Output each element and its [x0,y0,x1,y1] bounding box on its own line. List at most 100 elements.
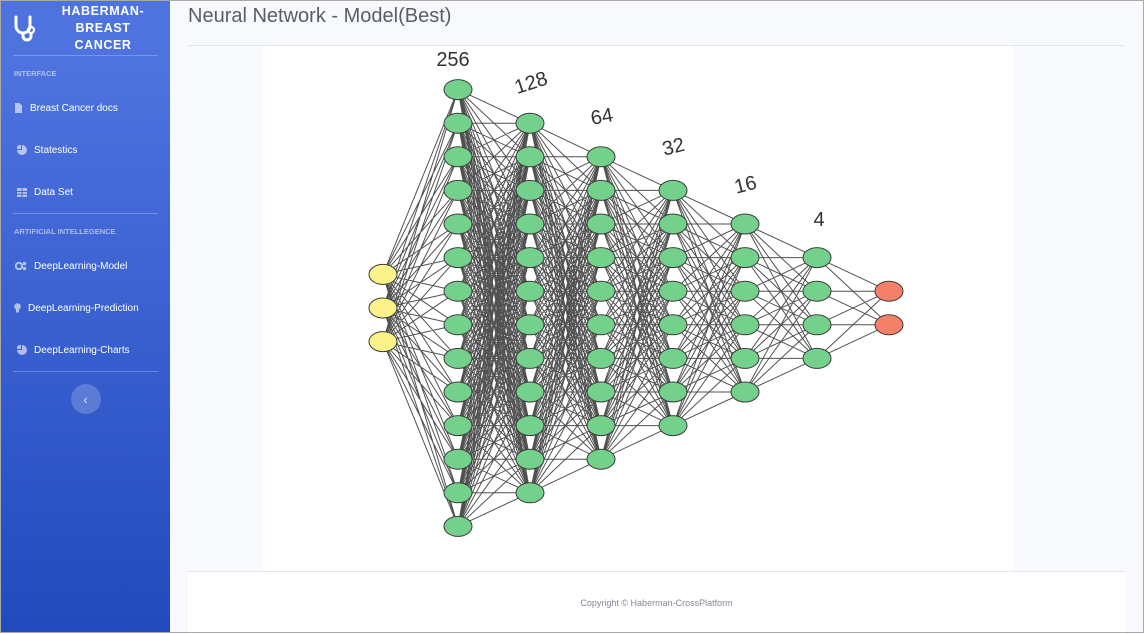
neuron-node [515,381,545,403]
edges-group [382,89,890,527]
footer: Copyright © Haberman-CrossPlatform [188,571,1125,634]
chevron-left-icon: ‹ [83,391,88,407]
page-title: Neural Network - Model(Best) [188,5,452,27]
sidebar-item-label: Data Set [34,186,73,198]
neuron-node [443,280,473,302]
neuron-node [802,347,832,369]
neural-network-figure: 256 128 64 32 16 4 [263,46,1013,571]
neuron-node [443,179,473,201]
neuron-node [443,112,473,134]
layer-size-label: 4 [813,209,824,231]
neuron-node [515,280,545,302]
lightbulb-icon [14,303,21,313]
neuron-node [730,314,760,336]
neuron-node [515,314,545,336]
sidebar-item-deeplearning-model[interactable]: DeepLearning-Model [1,245,170,287]
neuron-node [515,347,545,369]
sidebar-item-label: Statestics [34,144,78,156]
sidebar-heading-ai: ARTIFICIAL INTELLEGENCE [14,227,116,236]
neuron-node [658,314,688,336]
neuron-node [443,146,473,168]
neuron-node [874,280,904,302]
sidebar-item-deeplearning-prediction[interactable]: DeepLearning-Prediction [1,287,170,329]
neuron-node [586,448,616,470]
neuron-node [730,381,760,403]
pie-chart-icon [17,345,27,355]
sidebar-item-label: DeepLearning-Prediction [28,302,139,314]
layer-size-label: 32 [660,134,687,161]
neuron-node [443,448,473,470]
sidebar-divider [13,55,158,56]
neuron-node [443,247,473,269]
neuron-node [730,347,760,369]
sidebar-divider [13,213,158,214]
neuron-node [586,179,616,201]
layer-size-label: 128 [512,68,551,99]
copyright-text: Copyright © Haberman-CrossPlatform [580,598,733,608]
neuron-node [515,247,545,269]
neuron-node [730,247,760,269]
neuron-node [368,331,398,353]
neuron-node [658,415,688,437]
neuron-node [586,314,616,336]
neuron-node [658,347,688,369]
neuron-node [874,314,904,336]
brand-line-2: BREAST CANCER [74,20,132,52]
neuron-node [658,247,688,269]
neuron-node [515,448,545,470]
neuron-node [730,280,760,302]
neuron-node [658,179,688,201]
neuron-node [443,482,473,504]
neuron-node [658,213,688,235]
neuron-node [802,280,832,302]
neuron-node [443,79,473,101]
sidebar-item-label: Breast Cancer docs [30,102,118,114]
neuron-node [515,482,545,504]
neuron-node [515,146,545,168]
sidebar-item-breast-cancer-docs[interactable]: Breast Cancer docs [1,87,170,129]
neuron-node [802,314,832,336]
neuron-node [443,213,473,235]
neural-network-diagram: 256 128 64 32 16 4 [368,49,904,537]
pie-chart-icon [17,145,27,155]
file-icon [15,103,22,113]
stethoscope-icon [9,12,41,44]
neuron-node [586,247,616,269]
neuron-node [730,213,760,235]
sidebar-item-statestics[interactable]: Statestics [1,129,170,171]
sidebar-item-data-set[interactable]: Data Set [1,171,170,213]
neuron-node [586,213,616,235]
neuron-node [443,314,473,336]
neuron-node [658,381,688,403]
neuron-node [443,515,473,537]
layer-size-label: 256 [436,49,469,71]
sidebar-heading-interface: INTERFACE [14,69,57,78]
neuron-node [586,347,616,369]
neuron-node [368,297,398,319]
sidebar-item-deeplearning-charts[interactable]: DeepLearning-Charts [1,329,170,371]
main-content: Neural Network - Model(Best) 256 128 64 32 1… [170,1,1143,634]
cogs-icon [15,261,27,271]
sidebar: HABERMAN- BREAST CANCER INTERFACE Breast… [1,1,170,632]
title-divider [188,45,1125,46]
sidebar-item-label: DeepLearning-Charts [34,344,130,356]
neuron-node [802,247,832,269]
neuron-node [515,179,545,201]
layer-size-label: 16 [732,172,759,199]
brand-line-1: HABERMAN- [61,3,145,18]
network-edges [382,89,890,527]
neuron-node [586,381,616,403]
neuron-node [443,415,473,437]
neuron-node [658,280,688,302]
neuron-node [443,381,473,403]
table-icon [17,187,27,197]
brand-link[interactable]: HABERMAN- BREAST CANCER [1,1,170,55]
neuron-node [515,112,545,134]
neuron-node [586,415,616,437]
neuron-node [515,415,545,437]
neuron-node [368,263,398,285]
sidebar-toggle-button[interactable]: ‹ [70,384,101,414]
nodes-group [368,79,904,537]
neuron-node [443,347,473,369]
neuron-node [586,146,616,168]
